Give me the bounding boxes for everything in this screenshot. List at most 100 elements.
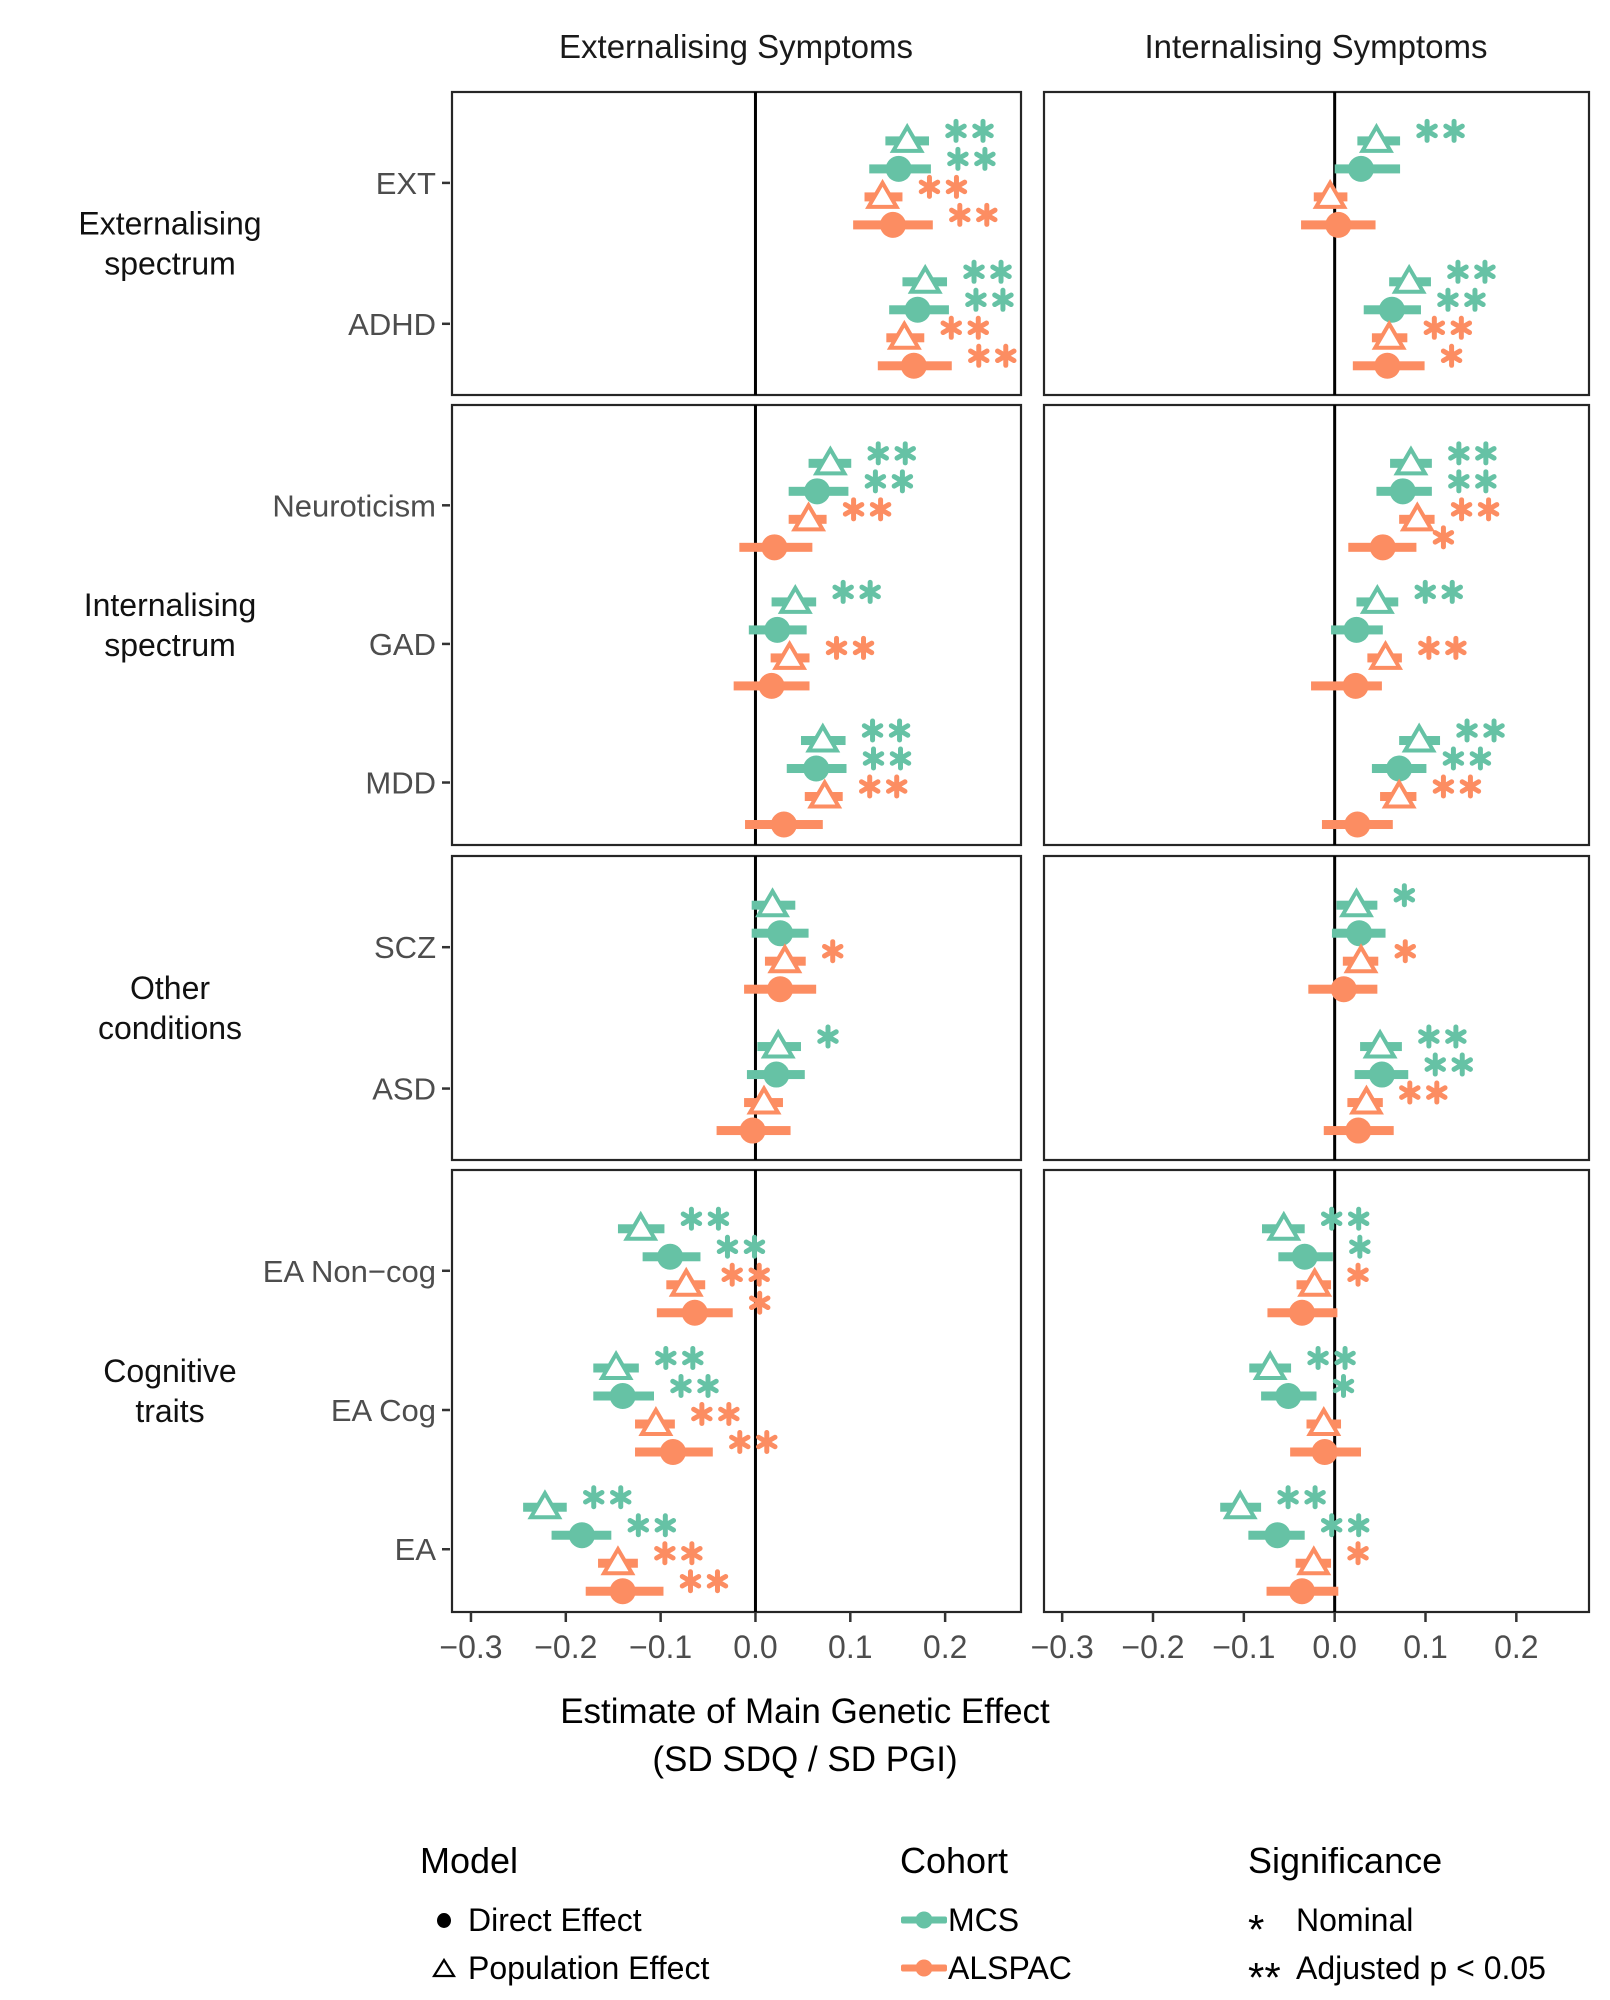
sig-star xyxy=(756,1430,778,1455)
legend-item-nominal: * Nominal xyxy=(1248,1901,1414,1954)
facet-title-internalising: Internalising Symptoms xyxy=(1144,28,1488,65)
sig-star xyxy=(1464,287,1486,312)
estimate-triangle xyxy=(598,1350,634,1381)
x-tick-label: −0.3 xyxy=(1031,1629,1094,1665)
estimate-triangle xyxy=(1296,1545,1332,1576)
sig-star xyxy=(655,1346,677,1371)
estimate-circle xyxy=(681,1299,708,1326)
estimate-triangle xyxy=(812,445,848,476)
sig-star xyxy=(1393,883,1416,908)
sig-star xyxy=(1332,1374,1355,1399)
sig-star xyxy=(1445,635,1467,660)
estimate-circle xyxy=(1325,211,1352,238)
sig-star xyxy=(1474,259,1496,284)
estimate-triangle xyxy=(1252,1350,1288,1381)
estimate-triangle xyxy=(772,639,808,670)
legend-significance: Significance * Nominal ** Adjusted p < 0… xyxy=(1248,1840,1546,2000)
estimate-triangle xyxy=(1401,722,1437,753)
estimate-triangle xyxy=(1306,1406,1342,1437)
panel-3-0 xyxy=(450,1168,1023,1614)
trait-label: EA xyxy=(395,1532,437,1567)
estimate-circle xyxy=(1345,1117,1372,1144)
legend-item-mcs: MCS xyxy=(900,1896,1072,1944)
mcs-marker-icon xyxy=(900,1911,948,1929)
sig-star xyxy=(1459,774,1482,799)
sig-star xyxy=(1418,1024,1440,1049)
trait-label: SCZ xyxy=(374,930,436,965)
estimate-circle xyxy=(1330,976,1357,1003)
sig-star xyxy=(1320,1513,1343,1538)
sig-star xyxy=(891,469,914,494)
sig-star xyxy=(670,1374,692,1399)
sig-star xyxy=(869,497,892,522)
x-tick-label: −0.2 xyxy=(534,1629,597,1665)
sig-star xyxy=(654,1513,677,1538)
plot-canvas: Externalising spectrum EXT ADHD Internalisin… xyxy=(78,90,1591,1665)
panel-1-1 xyxy=(1042,403,1591,847)
sig-star xyxy=(707,1206,730,1231)
sig-star xyxy=(992,287,1014,312)
trait-label: EA Non−cog xyxy=(263,1254,436,1289)
estimate-triangle xyxy=(1338,887,1374,918)
sig-star xyxy=(1347,1513,1370,1538)
trait-label: EA Cog xyxy=(331,1393,436,1428)
estimate-triangle xyxy=(668,1266,704,1297)
sig-star xyxy=(885,774,908,799)
sig-star xyxy=(1477,497,1500,522)
estimate-circle xyxy=(803,755,830,782)
estimate-triangle xyxy=(907,263,943,294)
estimate-circle xyxy=(1275,1383,1302,1410)
sig-star xyxy=(1475,441,1497,466)
estimate-circle xyxy=(767,976,794,1003)
sig-star xyxy=(682,1346,704,1371)
trait-label: EXT xyxy=(376,166,436,201)
x-tick-label: 0.2 xyxy=(923,1629,967,1665)
sig-star xyxy=(748,1262,770,1287)
panel-2-0 xyxy=(450,854,1023,1162)
panel-2-1 xyxy=(1042,854,1591,1162)
sig-star xyxy=(718,1402,740,1427)
estimate-circle xyxy=(900,352,927,379)
x-tick-label: 0.0 xyxy=(733,1629,777,1665)
estimate-triangle xyxy=(1381,778,1417,809)
trait-label: Neuroticism xyxy=(272,488,436,523)
x-tick-label: −0.1 xyxy=(1212,1629,1275,1665)
estimate-circle xyxy=(1344,811,1371,838)
legend-item-alspac: ALSPAC xyxy=(900,1944,1072,1992)
sig-star xyxy=(974,146,996,171)
estimate-triangle xyxy=(1399,501,1435,532)
estimate-triangle xyxy=(527,1489,563,1520)
sig-star xyxy=(940,315,962,340)
group-label: Externalising spectrum xyxy=(78,206,261,282)
estimate-circle xyxy=(609,1383,636,1410)
estimate-circle xyxy=(1386,755,1413,782)
sig-star xyxy=(972,118,994,143)
sig-star xyxy=(1475,469,1497,494)
estimate-triangle xyxy=(1358,122,1394,153)
estimate-triangle xyxy=(791,501,827,532)
sig-star xyxy=(1347,1262,1369,1287)
estimate-triangle xyxy=(1371,319,1407,350)
estimate-triangle xyxy=(1359,583,1395,614)
legend-cohort-title: Cohort xyxy=(900,1840,1009,1881)
legend-item-population-effect: Population Effect xyxy=(420,1944,709,1992)
direct-effect-icon xyxy=(437,1912,451,1928)
trait-label: MDD xyxy=(365,766,436,801)
estimate-circle xyxy=(1346,920,1373,947)
sig-star xyxy=(1448,469,1470,494)
sig-star xyxy=(963,259,985,284)
estimate-triangle xyxy=(1391,263,1427,294)
sig-star xyxy=(817,1024,839,1049)
estimate-triangle xyxy=(767,943,803,974)
sig-star xyxy=(1450,497,1473,522)
estimate-circle xyxy=(739,1117,766,1144)
sig-star xyxy=(888,718,911,743)
sig-star xyxy=(1440,343,1463,368)
alspac-marker-icon xyxy=(900,1959,948,1977)
adjusted-stars-icon: ** xyxy=(1248,1954,1281,2000)
sig-star xyxy=(867,441,889,466)
sig-star xyxy=(1424,1052,1446,1077)
estimate-triangle xyxy=(638,1406,674,1437)
estimate-triangle xyxy=(1368,639,1404,670)
estimate-triangle xyxy=(746,1084,782,1115)
